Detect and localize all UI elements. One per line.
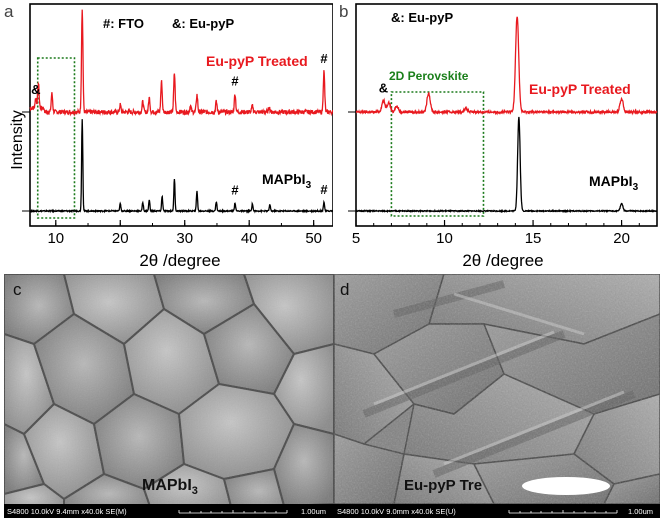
sem-image-c: MAPbI3 c S4800 10.0kV 9.4mm x40.0k SE(M)… (4, 274, 334, 518)
panel-letter-b: b (339, 2, 348, 21)
plot-frame (355, 3, 658, 227)
series-label-mapbi-b: MAPbI3 (589, 173, 639, 193)
x-tick-label: 15 (525, 230, 542, 247)
series-label-treated-b: Eu-pyP Treated (529, 81, 631, 97)
panel-letter-c: c (13, 280, 22, 299)
sem-info-c: S4800 10.0kV 9.4mm x40.0k SE(M) (7, 507, 127, 516)
x-tick-label: 20 (613, 230, 630, 247)
series-line-mapbi (29, 119, 333, 214)
peak-marker-fto: # (231, 74, 239, 89)
sem-image-mapbi: MAPbI3 c S4800 10.0kV 9.4mm x40.0k SE(M)… (4, 274, 334, 518)
sem-info-bar-c (4, 504, 334, 518)
x-tick-label: 10 (436, 230, 453, 247)
peak-marker-eu: & (379, 80, 388, 95)
x-tick-label: 50 (305, 230, 322, 247)
x-axis-label-b: 2θ /degree (462, 251, 543, 270)
peak-marker-fto: # (320, 182, 328, 197)
xrd-panel-a: a #: FTO &: Eu-pyP Eu-pyP Treated MAPbI3… (0, 0, 333, 272)
peak-marker-fto: # (320, 51, 328, 66)
series-line-treated (29, 9, 333, 117)
xrd-chart-a: a #: FTO &: Eu-pyP Eu-pyP Treated MAPbI3… (4, 2, 333, 270)
sem-label-mapbi: MAPbI3 (142, 477, 198, 497)
scale-label-d: 1.00um (628, 507, 653, 516)
series-line-treated (355, 16, 658, 116)
panel-letter-a: a (4, 2, 14, 21)
xrd-chart-b: b &: Eu-pyP Eu-pyP Treated MAPbI3 2D Per… (339, 2, 658, 270)
box-label-2d-perovskite: 2D Perovskite (389, 69, 469, 83)
y-axis-label-a: Intensity (9, 110, 26, 170)
x-tick-label: 10 (47, 230, 64, 247)
legend-eu-pyp: &: Eu-pyP (172, 16, 234, 31)
sem-info-d: S4800 10.0kV 9.0mm x40.0k SE(U) (337, 507, 456, 516)
scale-bar-d (508, 510, 618, 514)
scale-bar-c (178, 510, 288, 514)
panel-letter-d: d (340, 280, 349, 299)
sem-label-treated: Eu-pyP Tre (404, 477, 482, 494)
x-tick-label: 5 (352, 230, 360, 247)
highlight-box (36, 57, 76, 219)
sem-info-bar-d (334, 504, 660, 518)
x-tick-label: 30 (176, 230, 193, 247)
peak-marker-fto: # (231, 183, 239, 198)
peak-marker-eu: & (31, 82, 40, 97)
xrd-panel-b: b &: Eu-pyP Eu-pyP Treated MAPbI3 2D Per… (333, 0, 660, 272)
x-tick-label: 40 (241, 230, 258, 247)
legend-eu-pyp-b: &: Eu-pyP (391, 10, 453, 25)
sem-image-treated: Eu-pyP Tre d S4800 10.0kV 9.0mm x40.0k S… (334, 274, 660, 518)
x-axis-label-a: 2θ /degree (139, 251, 220, 270)
scale-label-c: 1.00um (301, 507, 326, 516)
series-label-mapbi: MAPbI3 (262, 171, 312, 191)
x-tick-label: 20 (112, 230, 129, 247)
obscured-region (522, 477, 610, 495)
plot-frame (29, 3, 333, 227)
series-line-mapbi (355, 116, 658, 214)
sem-image-d: Eu-pyP Tre d S4800 10.0kV 9.0mm x40.0k S… (334, 274, 660, 518)
legend-fto: #: FTO (103, 16, 144, 31)
series-label-treated: Eu-pyP Treated (206, 53, 308, 69)
